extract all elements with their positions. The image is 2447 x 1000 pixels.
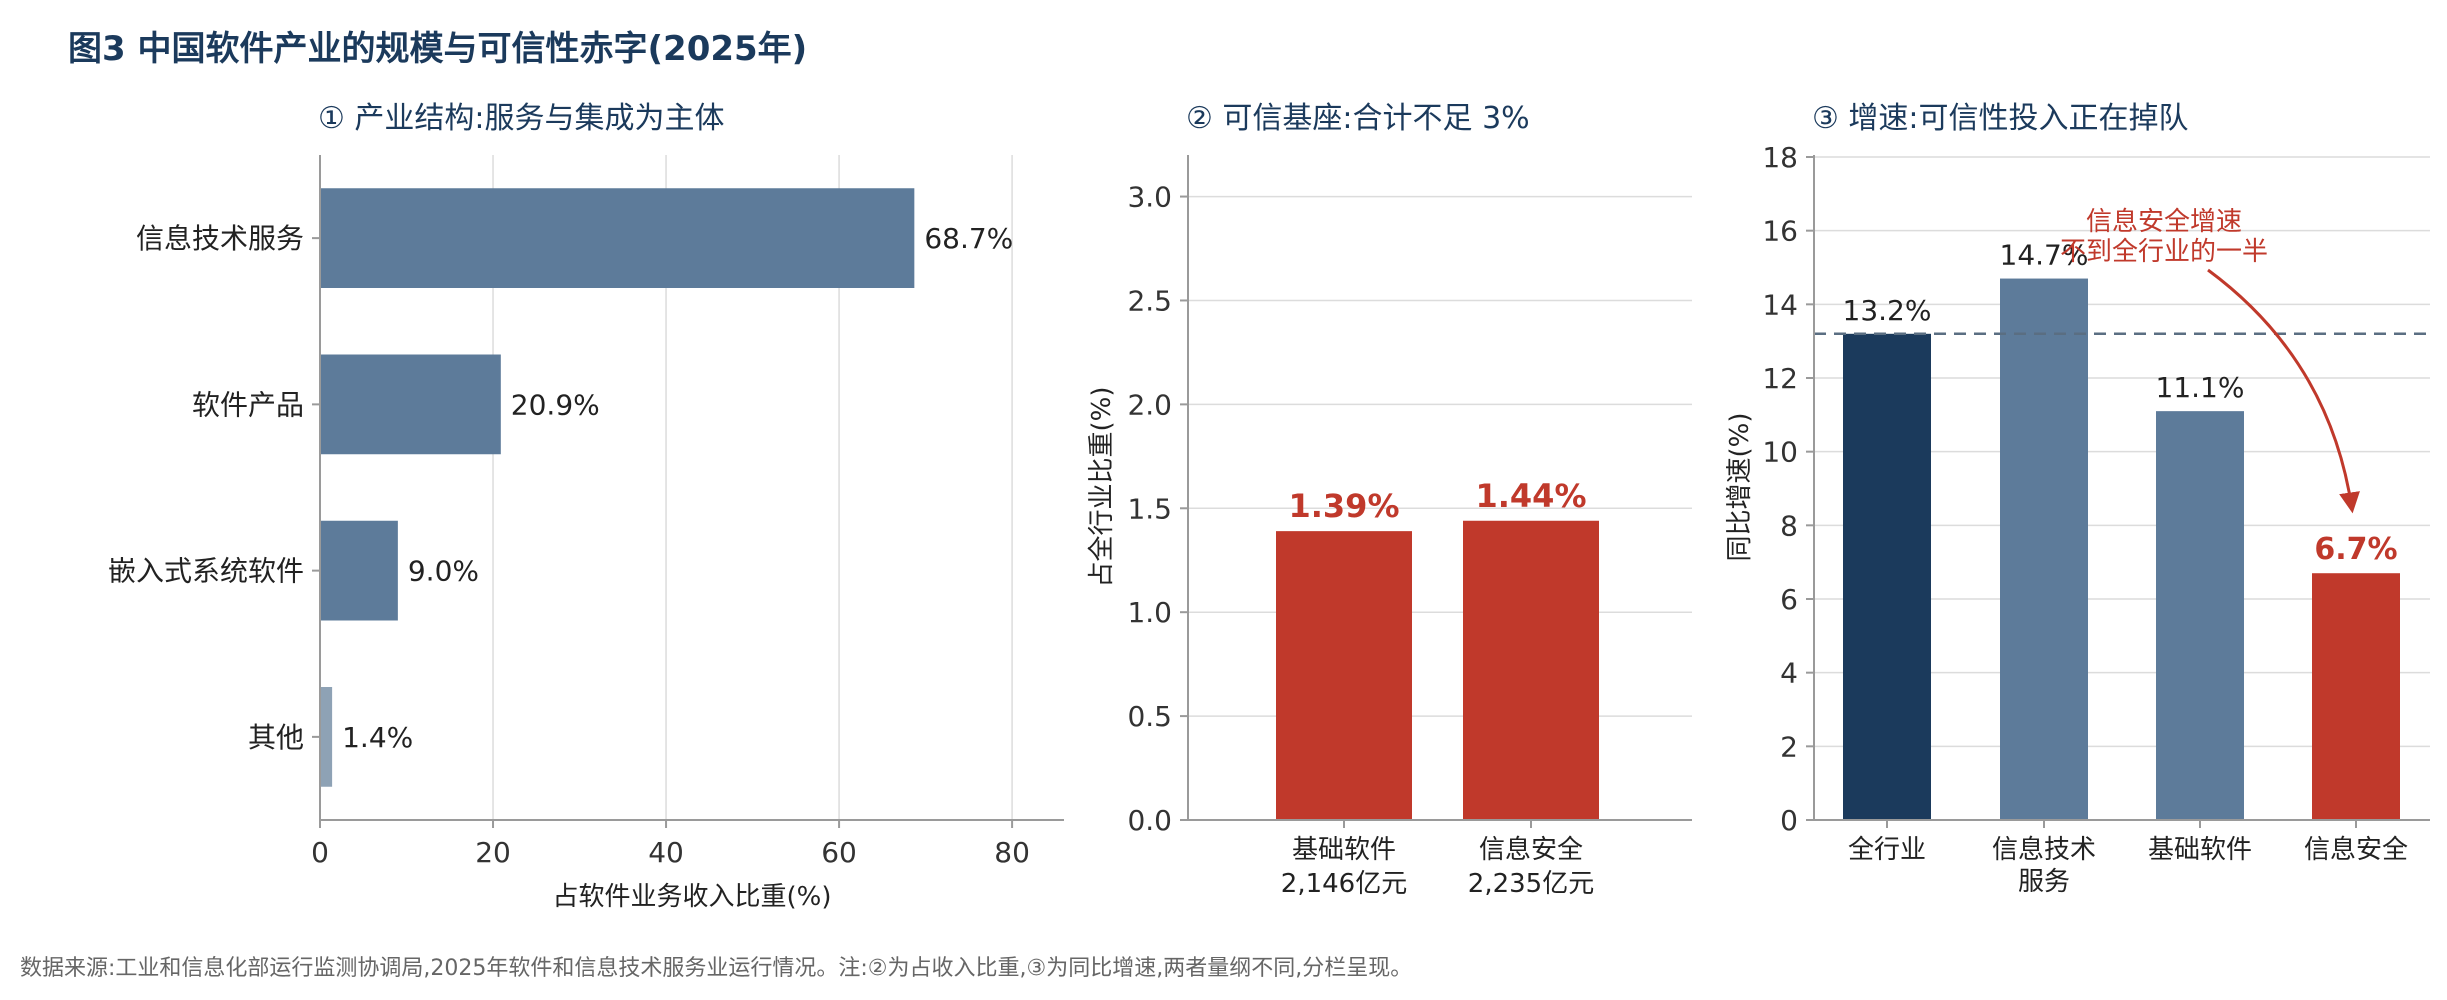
panel-3-y-tick-label: 4 <box>1780 657 1798 690</box>
figure-title: 图3 中国软件产业的规模与可信性赤字(2025年) <box>68 29 807 69</box>
panel-1-value-label: 20.9% <box>511 388 600 421</box>
panel-trust-base: ② 可信基座:合计不足 3% 1.39% 1.44% 0.0 0.5 1.0 1.5 2.… <box>1087 101 1692 899</box>
panel-1-category-label: 嵌入式系统软件 <box>108 555 304 588</box>
panel-2-category-sublabel: 2,146亿元 <box>1281 869 1407 899</box>
panel-3-bar <box>2000 278 2088 820</box>
panel-2-y-tick-label: 2.5 <box>1127 284 1172 317</box>
panel-3-y-tick-label: 0 <box>1780 804 1798 837</box>
panel-2-y-tick-label: 0.0 <box>1127 804 1172 837</box>
panel-1-x-tick-label: 0 <box>311 836 329 869</box>
panel-2-y-tick-label: 2.0 <box>1127 388 1172 421</box>
panel-1-x-axis-label: 占软件业务收入比重(%) <box>553 882 832 912</box>
panel-3-category-label: 信息安全 <box>2304 835 2408 865</box>
panel-1-x-tick-label: 40 <box>648 836 684 869</box>
panel-1-x-tick-label: 80 <box>994 836 1030 869</box>
panel-3-value-label: 14.7% <box>2000 239 2089 272</box>
panel-2-title: ② 可信基座:合计不足 3% <box>1186 101 1530 136</box>
panel-3-y-tick-label: 14 <box>1762 288 1798 321</box>
panel-2-y-tick-label: 1.5 <box>1127 492 1172 525</box>
panel-1-x-tick-label: 20 <box>475 836 511 869</box>
panel-structure: ① 产业结构:服务与集成为主体 68.7% 20.9% 9.0% 1.4% 0 20 40… <box>108 101 1064 912</box>
panel-3-y-tick-label: 2 <box>1780 730 1798 763</box>
panel-2-y-axis-label: 占全行业比重(%) <box>1087 387 1117 588</box>
panel-1-category-label: 信息技术服务 <box>136 222 304 255</box>
panel-3-annotation-text: 不到全行业的一半 <box>2060 237 2268 267</box>
panel-2-value-label: 1.39% <box>1288 487 1399 525</box>
panel-1-bar <box>320 687 333 787</box>
panel-1-category-label: 其他 <box>248 721 304 754</box>
panel-3-bar <box>2312 573 2400 820</box>
panel-3-value-label: 6.7% <box>2314 532 2397 567</box>
panel-3-bar <box>1843 333 1931 820</box>
panel-3-y-tick-label: 10 <box>1762 436 1798 469</box>
panel-2-category-sublabel: 2,235亿元 <box>1468 869 1594 899</box>
panel-2-value-label: 1.44% <box>1475 477 1586 515</box>
panel-3-y-tick-label: 18 <box>1762 141 1798 174</box>
source-note: 数据来源:工业和信息化部运行监测协调局,2025年软件和信息技术服务业运行情况。… <box>20 956 1412 981</box>
panel-2-bar <box>1276 531 1412 820</box>
panel-2-bar <box>1463 520 1599 820</box>
panel-3-category-label: 全行业 <box>1848 835 1926 865</box>
panel-3-y-tick-label: 12 <box>1762 362 1798 395</box>
panel-1-bar <box>320 354 501 455</box>
panel-3-category-label: 信息技术 <box>1992 835 2096 865</box>
panel-3-bar <box>2156 411 2244 820</box>
panel-growth: ③ 增速:可信性投入正在掉队 13.2% 14.7% 11.1% 6.7% 0 2 4 6 8… <box>1725 101 2430 897</box>
panel-3-category-label: 基础软件 <box>2148 835 2252 865</box>
panel-1-value-label: 68.7% <box>924 222 1013 255</box>
panel-2-category-label: 基础软件 <box>1292 835 1396 865</box>
panel-3-y-axis-label: 同比增速(%) <box>1725 413 1755 562</box>
panel-1-value-label: 1.4% <box>342 721 413 754</box>
panel-3-category-label: 服务 <box>2018 867 2070 897</box>
panel-2-category-label: 信息安全 <box>1479 835 1583 865</box>
panel-2-y-tick-label: 3.0 <box>1127 181 1172 214</box>
panel-1-x-tick-label: 60 <box>821 836 857 869</box>
panel-1-value-label: 9.0% <box>408 555 479 588</box>
panel-3-y-tick-label: 16 <box>1762 215 1798 248</box>
panel-1-bar <box>320 188 915 288</box>
panel-1-bar <box>320 520 398 621</box>
panel-2-y-tick-label: 0.5 <box>1127 700 1172 733</box>
panel-3-annotation-text: 信息安全增速 <box>2086 207 2242 237</box>
panel-1-category-label: 软件产品 <box>192 388 304 421</box>
panel-3-y-tick-label: 8 <box>1780 509 1798 542</box>
panel-2-y-tick-label: 1.0 <box>1127 596 1172 629</box>
panel-1-title: ① 产业结构:服务与集成为主体 <box>318 101 725 136</box>
panel-3-value-label: 13.2% <box>1843 294 1932 327</box>
panel-3-value-label: 11.1% <box>2156 371 2245 404</box>
panel-3-y-tick-label: 6 <box>1780 583 1798 616</box>
panel-3-annotation-arrow <box>2207 268 2360 514</box>
panel-3-title: ③ 增速:可信性投入正在掉队 <box>1812 101 2189 136</box>
